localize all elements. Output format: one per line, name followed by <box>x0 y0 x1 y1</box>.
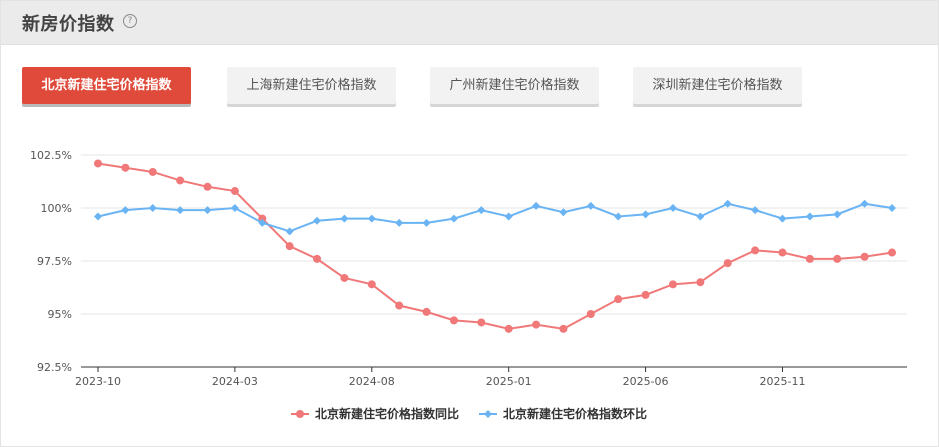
x-tick-label: 2023-10 <box>75 375 121 388</box>
data-point <box>285 242 294 251</box>
legend-label: 北京新建住宅价格指数环比 <box>503 406 647 421</box>
data-point <box>340 214 349 223</box>
data-point <box>805 254 814 263</box>
y-tick-label: 92.5% <box>37 361 72 374</box>
x-tick-label: 2025-11 <box>759 375 805 388</box>
x-tick-label: 2024-03 <box>212 375 258 388</box>
x-tick-label: 2024-08 <box>349 375 395 388</box>
data-point <box>422 218 431 227</box>
data-point <box>504 324 513 333</box>
data-point <box>367 214 376 223</box>
data-point <box>805 212 814 221</box>
data-point <box>586 201 595 210</box>
data-point <box>778 248 787 257</box>
legend-marker <box>296 410 304 418</box>
data-point <box>422 307 431 316</box>
legend-label: 北京新建住宅价格指数同比 <box>315 406 459 421</box>
x-tick-label: 2025-01 <box>486 375 532 388</box>
data-point <box>668 280 677 289</box>
data-point <box>559 208 568 217</box>
data-point <box>477 318 486 327</box>
data-point <box>258 214 267 223</box>
data-point <box>860 199 869 208</box>
data-point <box>395 218 404 227</box>
data-point <box>723 259 732 268</box>
data-point <box>696 278 705 287</box>
data-point <box>778 214 787 223</box>
data-point <box>751 246 760 255</box>
data-point <box>230 204 239 212</box>
y-tick-label: 102.5% <box>30 149 72 162</box>
data-point <box>559 324 568 333</box>
axes: 102.5% 100% 97.5% 95% 92.5%2023-10 2024-03 202… <box>30 149 907 388</box>
data-point <box>94 212 102 221</box>
data-point <box>449 316 458 325</box>
data-point <box>121 163 130 172</box>
legend-marker <box>484 410 492 418</box>
page-title: 新房价指数 <box>22 14 115 35</box>
tab-beijing[interactable]: 北京新建住宅价格指数 <box>22 67 191 104</box>
tab-guangzhou[interactable]: 广州新建住宅价格指数 <box>430 67 599 104</box>
data-point <box>641 210 650 219</box>
grid-lines <box>81 154 907 315</box>
data-point <box>833 254 842 263</box>
data-point <box>395 301 404 310</box>
series-line <box>97 162 893 330</box>
x-tick-label: 2025-06 <box>623 375 669 388</box>
data-point <box>176 176 185 185</box>
question-circle-icon[interactable]: ? <box>123 14 137 28</box>
data-point <box>888 204 896 212</box>
data-point <box>696 212 705 221</box>
data-point <box>258 218 267 227</box>
data-point <box>833 210 842 219</box>
y-tick-label: 97.5% <box>37 255 72 268</box>
data-point <box>313 254 322 263</box>
y-tick-label: 100% <box>41 202 72 215</box>
data-point <box>203 206 212 215</box>
data-point <box>285 227 294 236</box>
data-point <box>723 199 732 208</box>
data-point <box>888 248 896 257</box>
data-point <box>614 212 623 221</box>
panel-header: 新房价指数 ? <box>1 1 938 45</box>
data-point <box>148 204 157 212</box>
data-point <box>94 159 102 168</box>
data-point <box>532 201 541 210</box>
data-point <box>203 182 212 191</box>
legend: 北京新建住宅价格指数同比 北京新建住宅价格指数环比 <box>291 406 647 421</box>
data-point <box>586 310 595 318</box>
data-point <box>668 204 677 212</box>
data-point <box>313 216 322 225</box>
data-point <box>148 167 157 176</box>
data-point <box>230 187 239 196</box>
data-point <box>367 280 376 289</box>
data-point <box>614 295 623 304</box>
data-point <box>751 206 760 215</box>
series-line <box>97 202 893 233</box>
data-point <box>176 206 185 215</box>
data-point <box>477 206 486 215</box>
data-point <box>340 273 349 282</box>
data-point <box>504 212 513 221</box>
y-tick-label: 95% <box>48 308 72 321</box>
series-layer <box>94 159 896 333</box>
tab-shenzhen[interactable]: 深圳新建住宅价格指数 <box>633 67 802 104</box>
data-point <box>449 214 458 223</box>
tab-shanghai[interactable]: 上海新建住宅价格指数 <box>227 67 396 104</box>
data-point <box>532 320 541 329</box>
data-point <box>121 206 130 215</box>
data-point <box>860 252 869 261</box>
data-point <box>641 290 650 299</box>
